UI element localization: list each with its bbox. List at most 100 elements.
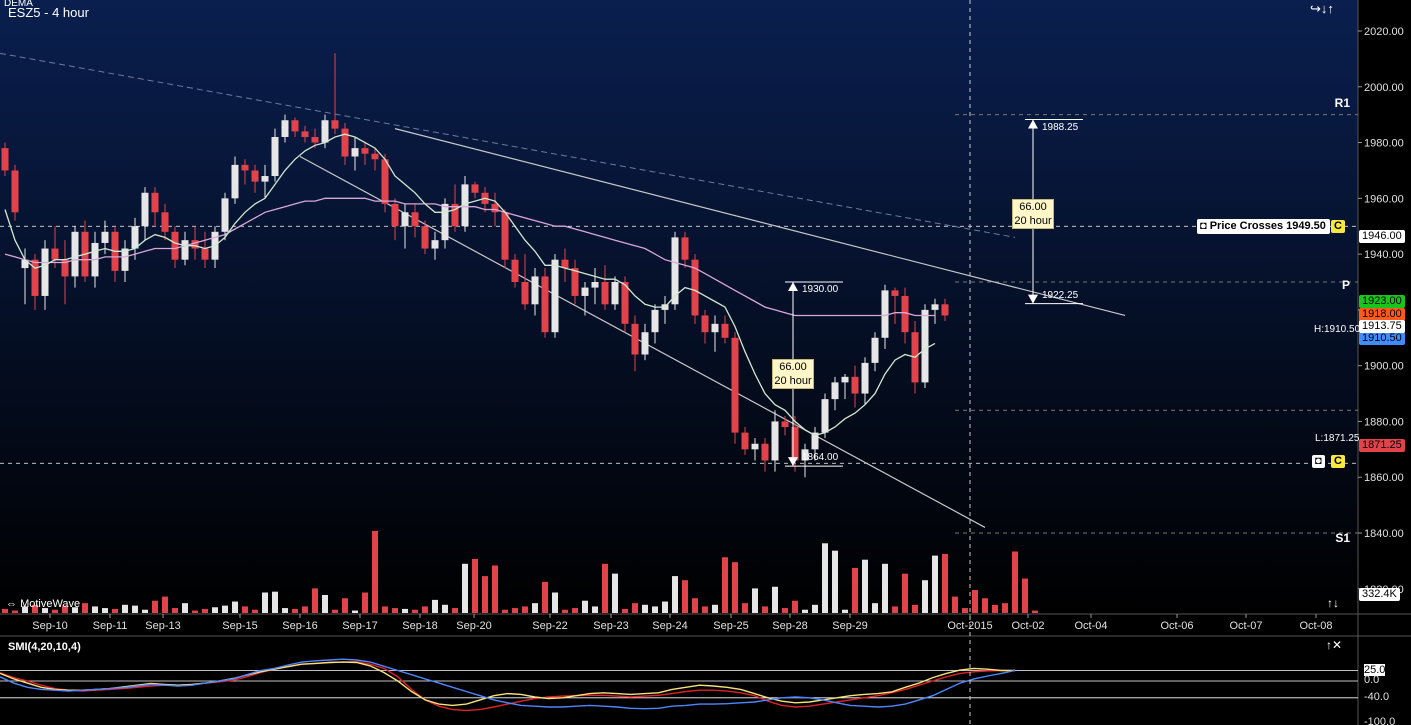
price-tick-label: 1880.00 — [1364, 416, 1404, 428]
candle-body — [361, 148, 369, 154]
volume-bar — [472, 558, 478, 613]
candle-body — [741, 432, 749, 450]
volume-bar — [562, 609, 568, 613]
candle-body — [251, 170, 259, 182]
volume-bar — [402, 608, 408, 613]
volume-bar — [312, 588, 318, 613]
measure-2-time: 20 hour — [1014, 215, 1052, 227]
logo-text: MotiveWave — [20, 598, 81, 610]
date-tick-label: Sep-10 — [32, 620, 67, 632]
volume-bar — [432, 599, 438, 613]
candle-body — [101, 231, 109, 243]
candle-body — [261, 176, 269, 182]
candle-body — [621, 282, 629, 324]
volume-bar — [542, 581, 548, 613]
measure-1-arrow-down — [788, 457, 798, 467]
candle-body — [641, 332, 649, 355]
volume-bar — [902, 573, 908, 613]
indicator-label: DEMA — [4, 0, 33, 9]
volume-bar — [692, 598, 698, 613]
volume-bar — [972, 590, 978, 613]
candle-body — [871, 337, 879, 363]
date-tick-label: Sep-28 — [772, 620, 807, 632]
candle-body — [311, 136, 319, 143]
candle-body — [691, 259, 699, 316]
alert-text: Price Crosses 1949.50 — [1209, 220, 1326, 232]
volume-bar — [92, 606, 98, 613]
price-tick-label: 1940.00 — [1364, 249, 1404, 261]
date-tick-label: Sep-11 — [93, 620, 128, 632]
candle-body — [511, 259, 519, 282]
volume-bar — [822, 543, 828, 613]
candle-body — [761, 443, 769, 461]
volume-bar — [442, 604, 448, 613]
candle-body — [821, 399, 829, 433]
candle-body — [351, 148, 359, 157]
candle-body — [651, 309, 659, 333]
price-tag-1946: 1946.00 — [1359, 230, 1405, 243]
candle-body — [421, 226, 429, 249]
volume-bar — [622, 608, 628, 613]
price-alert[interactable]: ◘ Price Crosses 1949.50 — [1197, 219, 1330, 234]
volume-bar — [932, 555, 938, 613]
ema-slow-line — [4, 197, 935, 317]
measure-1-arrow-up — [788, 282, 798, 291]
alert-icon-2[interactable]: ◘ — [1312, 455, 1325, 468]
measure-2-arrow-down — [1028, 294, 1038, 304]
alert-c-badge[interactable]: C — [1331, 220, 1345, 233]
volume-bar — [842, 609, 848, 613]
measure-2-bottom: 1922.25 — [1042, 290, 1079, 301]
volume-bar — [62, 605, 68, 613]
volume-bar — [22, 606, 28, 613]
s1-label: S1 — [1335, 531, 1350, 545]
volume-bar — [522, 606, 528, 613]
r1-label: R1 — [1335, 96, 1351, 110]
candle-body — [841, 376, 849, 383]
candle-body — [391, 203, 399, 227]
nav-arrows-icon[interactable]: ↪↓↑ — [1310, 1, 1334, 16]
volume-bar — [872, 603, 878, 613]
volume-bar — [462, 563, 468, 613]
volume-bar — [342, 598, 348, 613]
low-label: L:1871.25 — [1315, 433, 1360, 444]
smi-tick-label: -40.0 — [1364, 690, 1390, 703]
volume-bar — [812, 604, 818, 613]
volume-bar — [732, 562, 738, 613]
volume-bar — [382, 606, 388, 613]
volume-bar — [212, 607, 218, 613]
scroll-arrows-icon[interactable]: ↑↓ — [1327, 596, 1339, 610]
measure-box-2: 66.00 20 hour — [1012, 199, 1054, 229]
volume-bar — [1032, 610, 1038, 613]
candle-body — [431, 240, 439, 249]
candle-body — [141, 192, 149, 227]
date-tick-label: Sep-23 — [593, 620, 628, 632]
price-tag-1923: 1923.00 — [1359, 295, 1405, 308]
smi-tick-label: 25.0 — [1364, 663, 1386, 676]
candle-body — [881, 290, 889, 338]
candle-body — [201, 248, 209, 260]
volume-bar — [72, 607, 78, 613]
candle-body — [381, 159, 389, 204]
smi-panel — [0, 636, 1358, 725]
volume-bar — [802, 609, 808, 613]
alert-c-badge-2[interactable]: C — [1331, 455, 1345, 468]
measure-1-bottom: 1864.00 — [802, 452, 839, 463]
volume-bar — [762, 606, 768, 613]
measure-1-time: 20 hour — [774, 375, 812, 387]
panel-close-icon[interactable]: ↑✕ — [1326, 638, 1343, 652]
volume-bar — [952, 596, 958, 613]
volume-bar — [292, 608, 298, 613]
candle-body — [891, 290, 899, 296]
candle-body — [41, 248, 49, 296]
price-tick-label: 1980.00 — [1364, 138, 1404, 150]
candle-body — [861, 362, 869, 394]
volume-bar — [82, 603, 88, 613]
volume-bar — [492, 565, 498, 613]
volume-bar — [862, 559, 868, 613]
volume-bar — [142, 609, 148, 613]
date-tick-label: Oct-08 — [1299, 620, 1332, 632]
price-tick-label: 2000.00 — [1364, 82, 1404, 94]
candle-body — [171, 231, 179, 260]
candle-body — [851, 376, 859, 394]
